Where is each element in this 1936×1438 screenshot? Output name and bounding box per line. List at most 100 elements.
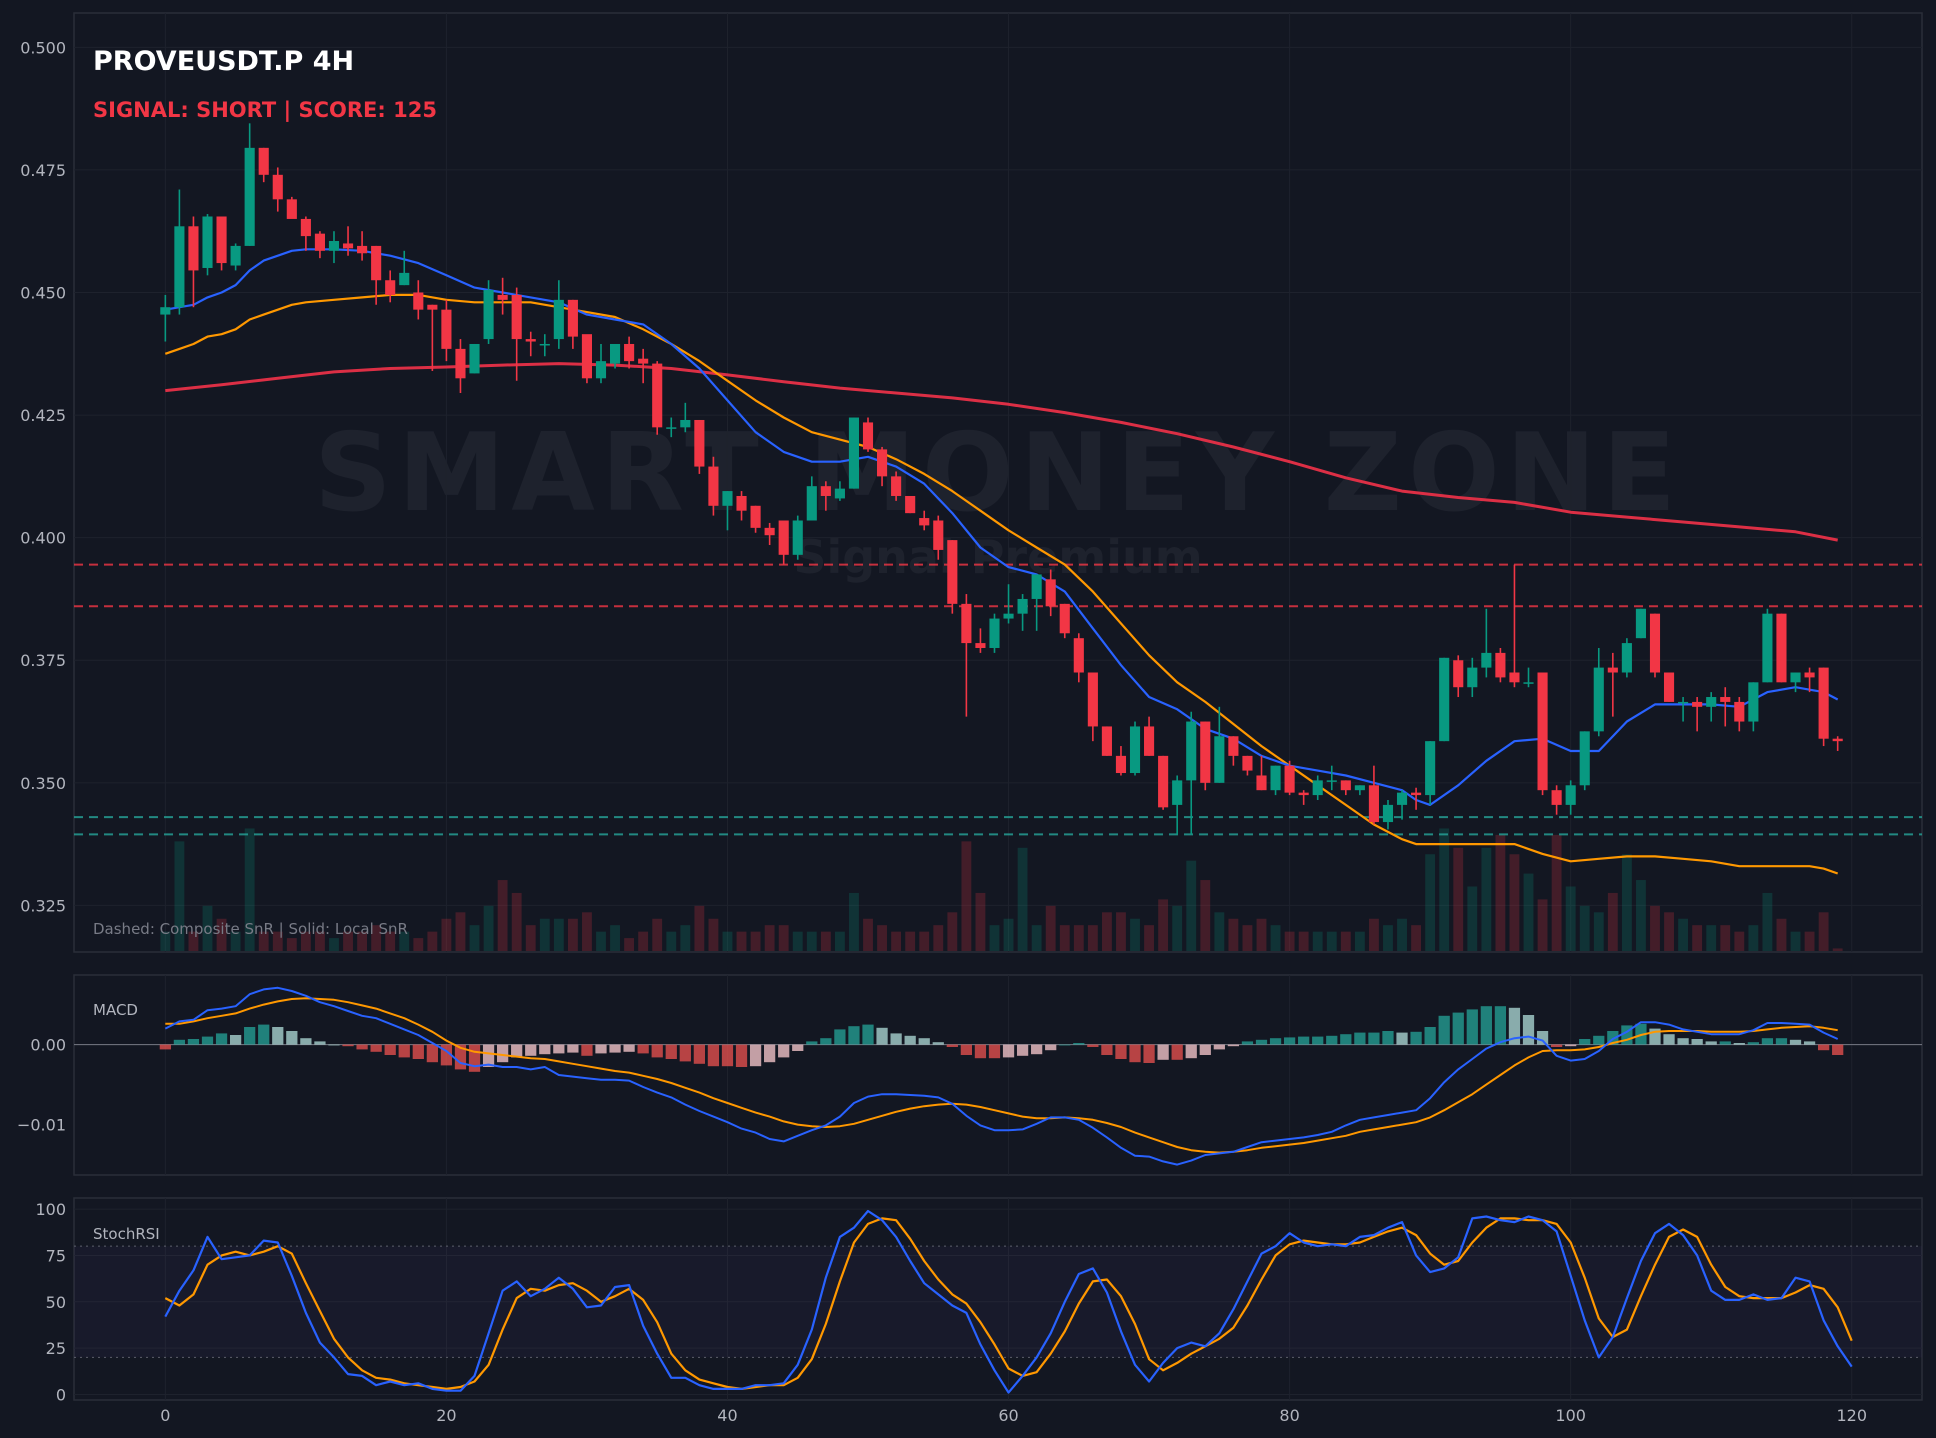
macd-histogram-bar: [440, 1044, 453, 1066]
macd-histogram-bar: [1452, 1012, 1464, 1045]
candle-body: [736, 495, 747, 511]
candle-body: [244, 147, 255, 246]
candle-body: [342, 243, 354, 249]
candle-body: [525, 339, 536, 342]
candle-body: [975, 643, 986, 648]
candle-body: [441, 309, 452, 349]
candle-body: [764, 527, 775, 536]
macd-histogram-bar: [778, 1044, 790, 1058]
macd-histogram-bar: [1593, 1035, 1605, 1045]
macd-histogram-bar: [1803, 1041, 1816, 1045]
candle-body: [624, 343, 635, 362]
macd-histogram-bar: [314, 1041, 326, 1045]
candle-body: [961, 603, 972, 644]
candle-body: [1059, 603, 1070, 634]
candle-body: [778, 520, 789, 555]
candle-body: [1649, 613, 1661, 673]
candle-body: [1579, 731, 1590, 786]
candle-body: [286, 199, 297, 219]
candle-body: [1523, 682, 1534, 684]
macd-histogram-bar: [426, 1044, 438, 1063]
macd-histogram-bar: [721, 1044, 734, 1067]
macd-histogram-bar: [1775, 1038, 1788, 1045]
volume-bar: [778, 925, 789, 951]
candle-body: [1087, 672, 1098, 727]
macd-histogram-bar: [300, 1038, 312, 1045]
macd-histogram-bar: [792, 1044, 804, 1051]
stochrsi-band: [74, 1246, 1922, 1358]
macd-histogram-bar: [1494, 1006, 1507, 1045]
volume-bar: [1200, 880, 1211, 951]
macd-histogram-bar: [1101, 1044, 1113, 1055]
chart-title: PROVEUSDT.P 4H: [93, 46, 354, 77]
candle-body: [652, 363, 663, 428]
candle-body: [511, 294, 522, 340]
stochrsi-tick-label: 75: [46, 1246, 66, 1265]
volume-bar: [1579, 905, 1590, 951]
macd-histogram-bar: [1382, 1031, 1394, 1045]
volume-bar: [1748, 925, 1759, 951]
volume-bar: [1706, 925, 1717, 951]
macd-histogram-bar: [1312, 1036, 1324, 1045]
volume-bar: [1621, 854, 1632, 951]
candle-body: [933, 520, 944, 550]
macd-histogram-bar: [595, 1044, 607, 1054]
candle-body: [1439, 657, 1450, 742]
volume-bar: [427, 931, 438, 951]
volume-bar: [764, 925, 775, 951]
candle-body: [666, 427, 677, 429]
candle-body: [1720, 697, 1731, 702]
macd-histogram-bar: [412, 1044, 424, 1059]
volume-bar: [202, 905, 213, 951]
volume-bar: [1411, 925, 1422, 951]
volume-bar: [1045, 905, 1056, 951]
macd-histogram-bar: [201, 1036, 214, 1045]
price-tick-label: 0.325: [20, 896, 66, 915]
macd-histogram-bar: [707, 1044, 720, 1067]
volume-bar: [1565, 886, 1576, 951]
volume-bar: [188, 931, 199, 951]
candle-body: [1284, 765, 1295, 793]
volume-bar: [933, 925, 944, 951]
candle-body: [1453, 660, 1464, 688]
candle-body: [989, 618, 1000, 648]
volume-bar: [1130, 918, 1140, 951]
volume-bar: [413, 938, 424, 951]
volume-bar: [174, 841, 185, 951]
candle-body: [834, 488, 845, 499]
volume-bar: [1172, 905, 1183, 951]
candle-body: [553, 299, 564, 340]
candle-body: [1115, 755, 1127, 774]
candle-body: [1228, 736, 1239, 756]
macd-histogram-bar: [651, 1044, 663, 1058]
candle-body: [1256, 775, 1267, 791]
volume-bar: [1467, 886, 1478, 951]
volume-bar: [708, 918, 719, 951]
macd-histogram-bar: [890, 1033, 902, 1045]
candle-body: [1186, 721, 1197, 781]
macd-histogram-bar: [679, 1044, 691, 1062]
volume-bar: [497, 880, 508, 951]
volume-bar: [1284, 931, 1295, 951]
candle-body: [1368, 785, 1379, 823]
x-tick-label: 80: [1279, 1406, 1299, 1425]
volume-bar: [1214, 912, 1225, 951]
macd-histogram-bar: [1199, 1044, 1211, 1055]
macd-histogram-bar: [735, 1044, 748, 1067]
volume-bar: [343, 931, 353, 951]
volume-bar: [806, 931, 817, 951]
macd-histogram-bar: [1354, 1032, 1366, 1045]
macd-histogram-bar: [497, 1044, 509, 1063]
macd-histogram-bar: [454, 1044, 467, 1070]
macd-histogram-bar: [1649, 1028, 1661, 1045]
macd-histogram-bar: [370, 1044, 382, 1052]
candle-body: [1537, 672, 1548, 791]
volume-bar: [399, 931, 410, 951]
volume-bar: [1481, 847, 1492, 951]
volume-bar: [1650, 905, 1660, 951]
macd-histogram-bar: [1438, 1015, 1450, 1045]
macd-histogram-bar: [974, 1044, 987, 1059]
macd-histogram-bar: [159, 1044, 171, 1050]
candle-body: [848, 417, 860, 489]
macd-histogram-bar: [876, 1027, 888, 1045]
